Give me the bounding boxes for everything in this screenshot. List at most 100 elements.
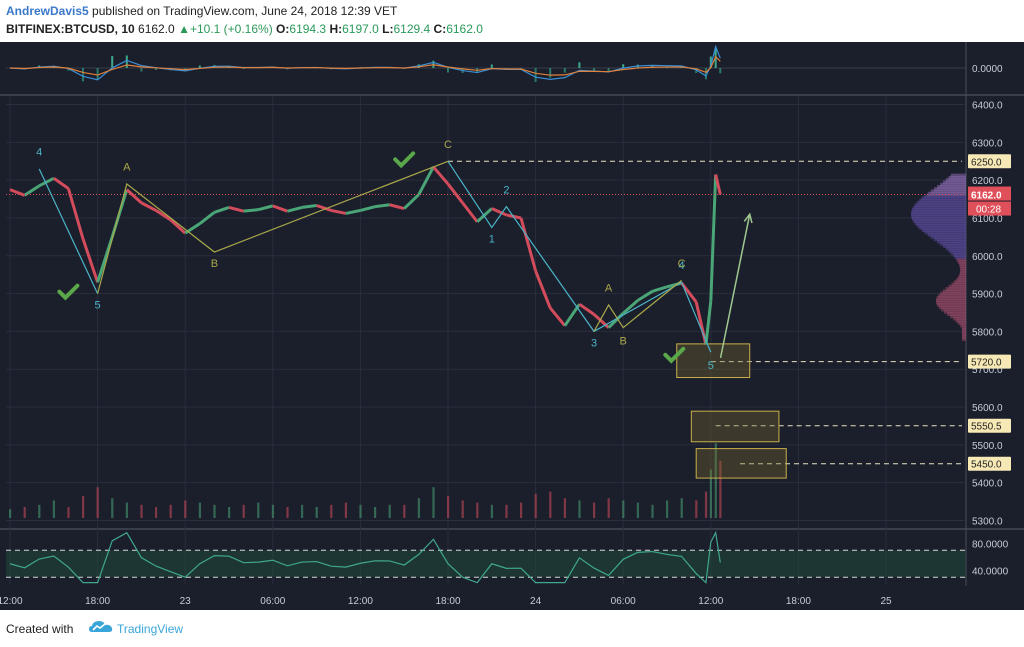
- volume-profile-bar: [960, 268, 966, 273]
- price-candle-segment: [709, 174, 718, 302]
- chart-header: AndrewDavis5 published on TradingView.co…: [0, 0, 1024, 42]
- price-candle-segment: [316, 204, 332, 212]
- price-candle-segment: [198, 211, 216, 225]
- volume-bar: [578, 500, 581, 518]
- volume-profile-bar: [942, 243, 966, 248]
- low-label: L:: [382, 22, 394, 36]
- volume-profile-bar: [911, 212, 966, 217]
- macd-histogram-bar: [607, 68, 610, 72]
- time-tick-label: 18:00: [435, 596, 460, 607]
- chart-area[interactable]: 6400.0 6300.0 6200.0 6100.0 6000.0 5900.0 5800…: [0, 42, 1024, 610]
- open-label: O:: [276, 22, 290, 36]
- time-tick-label: 06:00: [260, 596, 285, 607]
- price-candle-segment: [578, 302, 595, 316]
- macd-histogram-bar: [242, 68, 245, 69]
- low-value: 6129.4: [393, 22, 431, 36]
- volume-profile-bar: [952, 253, 966, 258]
- author-link[interactable]: AndrewDavis5: [6, 4, 89, 18]
- wave-label: 3: [591, 338, 597, 350]
- volume-bar: [213, 504, 216, 518]
- volume-bar: [359, 504, 362, 518]
- volume-profile-bar: [958, 321, 966, 326]
- target-arrow: [719, 214, 751, 359]
- volume-profile-bar: [911, 216, 966, 221]
- wave-label: 1: [489, 234, 495, 246]
- volume-profile-bar: [951, 282, 966, 287]
- price-candle-segment: [96, 236, 114, 283]
- volume-profile-bar: [938, 293, 966, 298]
- price-candle-segment: [461, 201, 479, 223]
- price-candle-segment: [651, 285, 668, 293]
- volume-bar: [96, 487, 99, 518]
- time-tick-label: 12:00: [348, 596, 373, 607]
- level-label-box: [968, 154, 1011, 169]
- volume-profile-bar: [957, 259, 966, 264]
- wave-label: C: [678, 258, 686, 270]
- volume-bar: [432, 487, 435, 518]
- tradingview-brand-link[interactable]: TradingView: [117, 622, 184, 636]
- volume-bar: [388, 504, 391, 518]
- volume-profile-bar: [927, 191, 966, 196]
- volume-profile-bar: [936, 300, 966, 305]
- price-candle-segment: [432, 165, 450, 185]
- macd-histogram-bar: [67, 68, 70, 71]
- volume-profile-bar: [924, 230, 966, 235]
- check-icon: [393, 151, 416, 169]
- volume-profile-bar: [911, 207, 966, 212]
- macd-histogram-bar: [82, 68, 84, 82]
- level-label-box: [968, 456, 1011, 471]
- price-candle-segment: [213, 205, 230, 214]
- time-tick-label: 12:00: [698, 596, 723, 607]
- check-icon: [57, 283, 80, 301]
- volume-profile-bar: [950, 173, 966, 178]
- volume-profile-bar: [941, 307, 966, 312]
- volume-bars: [9, 443, 722, 518]
- zone-box: [676, 343, 751, 379]
- time-tick-label: 18:00: [85, 596, 110, 607]
- volume-bar: [447, 496, 450, 518]
- up-triangle-icon: ▲: [178, 22, 190, 36]
- volume-bar: [330, 504, 333, 518]
- countdown-box: [968, 201, 1011, 216]
- macd-histogram-bar: [719, 68, 722, 74]
- volume-profile-bar: [930, 234, 966, 239]
- rsi-tick-label: 80.0000: [972, 540, 1009, 551]
- volume-profile-bar: [913, 205, 966, 210]
- macd-histogram-bar: [447, 68, 449, 73]
- price-candle-segment: [287, 205, 303, 213]
- tradingview-logo-icon[interactable]: [88, 619, 114, 635]
- high-value: 6197.0: [342, 22, 379, 36]
- volume-profile-bar: [959, 273, 966, 278]
- rsi-band-fill: [6, 550, 966, 578]
- volume-bar: [38, 504, 41, 518]
- elliott-wave-line: [447, 160, 712, 353]
- volume-bar: [695, 500, 698, 518]
- price-tick-label: 6100.0: [972, 214, 1003, 225]
- price-candle-segment: [228, 205, 244, 213]
- volume-profile-bar: [942, 180, 966, 185]
- volume-profile-bar: [950, 250, 966, 255]
- wave-label: 5: [95, 300, 101, 312]
- wave-label: 4: [36, 147, 42, 159]
- time-tick-label: 23: [180, 596, 192, 607]
- price-change: +10.1 (+0.16%): [189, 22, 273, 36]
- price-candle-segment: [534, 270, 552, 309]
- publish-info: published on TradingView.com, June 24, 2…: [92, 4, 398, 18]
- volume-bar: [82, 496, 85, 518]
- time-tick-label: 18:00: [786, 596, 811, 607]
- price-tick-label: 6400.0: [972, 101, 1003, 112]
- abc-correction-line: [593, 279, 682, 332]
- chart-canvas[interactable]: 6400.0 6300.0 6200.0 6100.0 6000.0 5900.0 5800…: [0, 42, 1024, 610]
- volume-profile-bar: [911, 209, 966, 214]
- macd-histogram-bar: [709, 56, 712, 68]
- volume-bar: [403, 504, 406, 518]
- rsi-tick-label: 40.0000: [972, 567, 1009, 578]
- level-label: 5550.5: [971, 422, 1002, 433]
- volume-profile-bar: [956, 257, 966, 262]
- volume-profile-bar: [948, 175, 966, 180]
- price-candle-segment: [140, 201, 157, 212]
- wave-label: 4: [679, 260, 685, 272]
- volume-profile-bar: [948, 248, 966, 253]
- volume-profile-bar: [942, 289, 966, 294]
- volume-profile-bar: [940, 182, 966, 187]
